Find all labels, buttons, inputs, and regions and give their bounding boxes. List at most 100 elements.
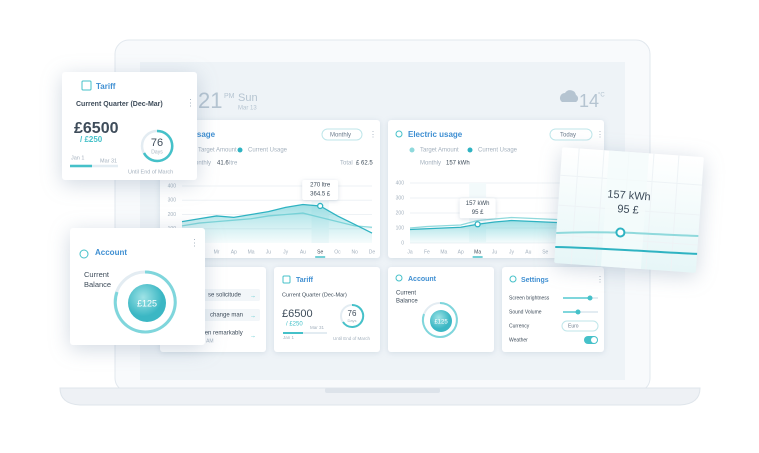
days: 76: [348, 309, 357, 318]
date: Mar 13: [238, 106, 257, 112]
menu[interactable]: ⋮: [596, 130, 604, 139]
x-tick-label: Jy: [509, 249, 515, 255]
x-tick-label: Se: [542, 249, 548, 255]
tooltip-text: 364.5 £: [310, 192, 331, 198]
menu[interactable]: ⋮: [186, 97, 195, 107]
card-title: Electric usage: [408, 130, 463, 139]
balance-label: Balance: [84, 280, 111, 289]
days-ring: [342, 303, 365, 328]
account-icon: [79, 249, 89, 259]
currency-dropdown[interactable]: [561, 320, 599, 332]
total-label: Total: [340, 161, 353, 167]
total-value: £ 62.5: [356, 161, 373, 167]
settings-card: Settings ⋮ Screen brightness Sound Volum…: [502, 267, 604, 352]
subtitle: Current Quarter (Dec-Mar): [76, 101, 163, 108]
laptop-notch: [325, 388, 440, 393]
currency: Euro: [568, 323, 579, 329]
zoom-line: [555, 246, 698, 255]
floating-account-card: Account ⋮ Current Balance £125: [70, 228, 205, 345]
area: [410, 220, 596, 243]
temperature-unit: °C: [598, 93, 605, 99]
card-title: Settings: [521, 277, 549, 284]
legend-dot: [409, 147, 415, 153]
account-card: Account Current Balance £125: [388, 267, 494, 352]
x-tick-label: Ap: [231, 249, 237, 255]
amount: £6500: [74, 120, 119, 137]
limit: / £250: [286, 322, 303, 328]
balance-label: Current: [396, 291, 416, 297]
laptop-base: [59, 387, 701, 406]
card-title: Tariff: [96, 82, 116, 91]
chart: 100200300400JaFeMrApMaJuJyAuSeOcNoDe: [168, 179, 376, 258]
tariff-icon: [282, 275, 291, 284]
time: 21: [198, 88, 222, 113]
message[interactable]: se solicitude: [208, 293, 242, 299]
period-dropdown[interactable]: [549, 128, 593, 141]
menu[interactable]: ⋮: [596, 275, 604, 284]
setting-label: Sound Volume: [509, 309, 542, 315]
arrow[interactable]: →: [250, 314, 256, 320]
balance-label: Current: [84, 270, 110, 279]
tooltip: [302, 179, 339, 200]
card-title: Tariff: [296, 277, 314, 284]
card-title: Account: [408, 276, 437, 283]
legend-label: Target Amount: [198, 148, 237, 154]
point: [317, 202, 324, 210]
message[interactable]: change man: [210, 313, 243, 319]
period-dropdown[interactable]: [321, 128, 363, 141]
water-card: usage Monthly ⋮ Target Amount Current Us…: [160, 120, 380, 258]
x-tick-label: Ma: [474, 249, 481, 255]
y-tick-label: 0: [401, 240, 404, 246]
arrow[interactable]: →: [250, 334, 256, 340]
arrow[interactable]: →: [250, 294, 256, 300]
x-tick-label: Oc: [334, 249, 341, 255]
period: Monthly: [330, 133, 351, 139]
legend-label: Target Amount: [420, 148, 459, 154]
x-tick-label: Ap: [458, 249, 464, 255]
account-icon: [395, 274, 403, 282]
tooltip-text: 157 kWh: [607, 188, 651, 203]
start: Jan 1: [71, 155, 84, 161]
legend-dot: [467, 147, 473, 153]
y-tick-label: 100: [396, 225, 405, 231]
y-tick-label: 400: [168, 183, 177, 189]
tariff-icon: [81, 80, 92, 91]
meridiem: PM: [224, 93, 235, 100]
x-tick-label: Ja: [407, 249, 413, 255]
x-tick-label: No: [352, 249, 359, 255]
card-title: Account: [95, 248, 127, 257]
floating-electric-zoom: 157 kWh 95 £: [554, 147, 704, 273]
amount: £6500: [282, 308, 313, 320]
floating-tariff-card: Tariff ⋮ Current Quarter (Dec-Mar) £6500…: [62, 72, 197, 180]
line: [181, 203, 373, 234]
tooltip-text: 95 £: [617, 203, 639, 216]
x-tick-label: Au: [525, 249, 531, 255]
monthly-label: Monthly: [190, 161, 211, 167]
balance: £125: [137, 298, 157, 308]
balance-label: Balance: [396, 299, 418, 305]
y-tick-label: 300: [396, 195, 405, 201]
menu[interactable]: ⋮: [369, 130, 377, 139]
legend-label: Current Usage: [478, 148, 518, 154]
x-tick-label: Se: [317, 249, 323, 255]
period: Today: [560, 133, 576, 139]
balance-ring: [113, 270, 177, 334]
weather-icon: [560, 90, 579, 102]
menu[interactable]: ⋮: [190, 237, 199, 247]
legend-label: Current Usage: [248, 148, 288, 154]
x-tick-label: Ju: [492, 249, 498, 255]
slider[interactable]: [587, 295, 593, 301]
x-tick-label: Mr: [214, 249, 220, 255]
slider[interactable]: [575, 309, 581, 315]
message[interactable]: Indulgence ten remarkably: [172, 331, 243, 337]
legend-dot: [237, 147, 243, 153]
days-label: Days: [151, 149, 163, 155]
end: Mar 31: [100, 158, 117, 164]
area: [182, 204, 372, 243]
balance-blob: [128, 284, 166, 322]
x-tick-label: De: [369, 249, 376, 255]
note: Until End of March: [333, 336, 371, 341]
start: Jan 1: [283, 335, 295, 340]
monthly-value: 41.6: [217, 161, 229, 167]
